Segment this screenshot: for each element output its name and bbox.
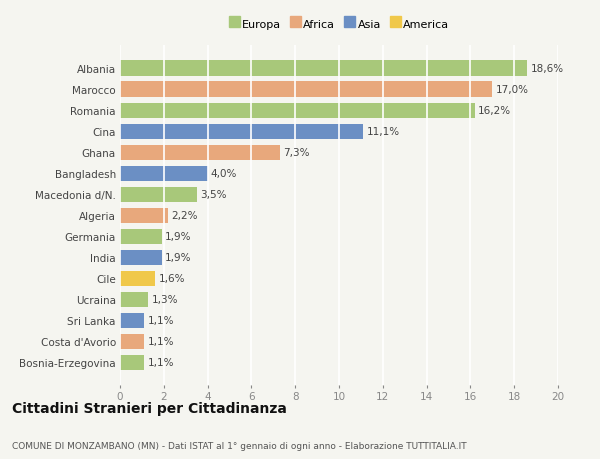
Text: Cittadini Stranieri per Cittadinanza: Cittadini Stranieri per Cittadinanza [12,402,287,415]
Bar [120,82,493,97]
Text: 16,2%: 16,2% [478,106,511,116]
Bar [120,313,144,328]
Bar [120,62,527,77]
Text: 4,0%: 4,0% [211,169,237,179]
Bar [120,355,144,370]
Text: 1,9%: 1,9% [165,232,191,242]
Bar [120,208,168,223]
Text: 3,5%: 3,5% [200,190,226,200]
Text: 1,1%: 1,1% [148,358,174,368]
Bar [120,124,363,140]
Text: 11,1%: 11,1% [367,127,400,137]
Text: 18,6%: 18,6% [530,64,564,74]
Bar [120,145,280,160]
Text: 17,0%: 17,0% [496,85,529,95]
Text: COMUNE DI MONZAMBANO (MN) - Dati ISTAT al 1° gennaio di ogni anno - Elaborazione: COMUNE DI MONZAMBANO (MN) - Dati ISTAT a… [12,441,467,450]
Bar [120,292,148,307]
Text: 1,6%: 1,6% [158,274,185,284]
Bar [120,187,197,202]
Text: 1,3%: 1,3% [152,295,178,305]
Bar [120,103,475,118]
Bar [120,166,208,181]
Bar [120,271,155,286]
Bar [120,229,161,244]
Legend: Europa, Africa, Asia, America: Europa, Africa, Asia, America [226,17,452,32]
Text: 1,1%: 1,1% [148,316,174,325]
Bar [120,250,161,265]
Bar [120,334,144,349]
Text: 1,9%: 1,9% [165,253,191,263]
Text: 1,1%: 1,1% [148,336,174,347]
Text: 2,2%: 2,2% [172,211,198,221]
Text: 7,3%: 7,3% [283,148,310,158]
